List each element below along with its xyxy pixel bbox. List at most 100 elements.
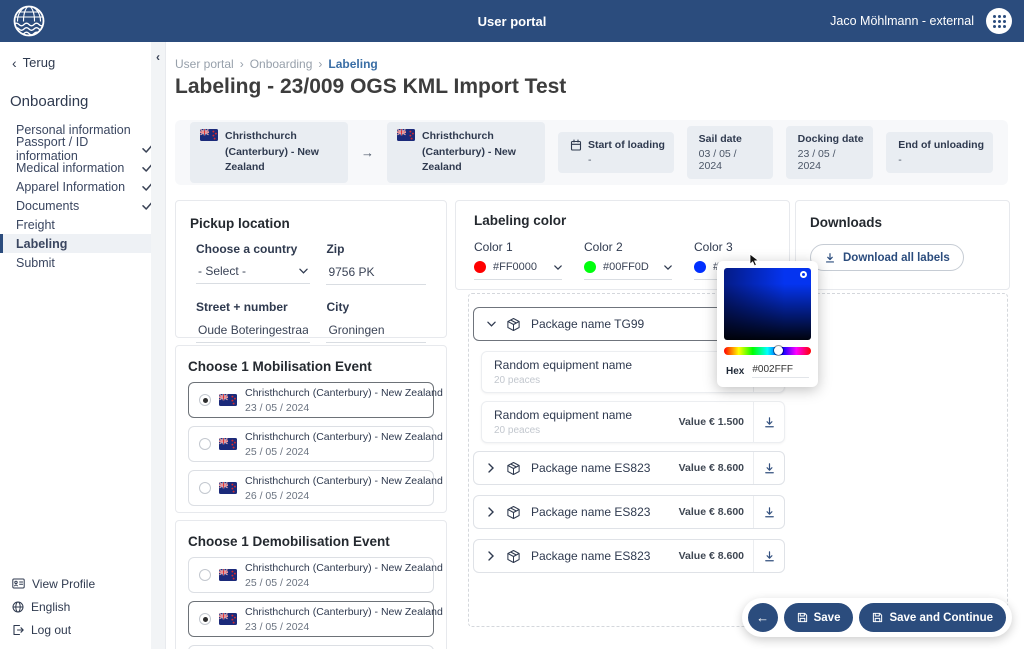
color-2-select[interactable]: #00FF0D [584,261,672,280]
color-swatch [584,261,596,273]
package-row[interactable]: Package name ES823 Value € 8.600 [473,495,785,529]
package-name: Package name ES823 [531,505,651,519]
event-date: 26 / 05 / 2024 [245,489,310,502]
pickup-location-title: Pickup location [190,216,290,231]
sidebar-item-medical-information[interactable]: Medical information [0,158,165,177]
color-1-select[interactable]: #FF0000 [474,261,562,280]
equipment-quantity: 20 peaces [494,425,541,436]
shipment-summary-bar: Christhchurch (Canterbury) - New Zealand… [175,120,1008,185]
mobilisation-option[interactable]: Christhchurch (Canterbury) - New Zealand… [188,382,443,418]
origin-label: Christhchurch (Canterbury) - New Zealand [225,129,319,174]
mobilisation-option[interactable]: Christhchurch (Canterbury) - New Zealand… [188,426,443,462]
globe-icon [12,601,24,613]
check-icon [142,163,153,172]
sidebar: ‹ ‹ Terug Onboarding Personal informatio… [0,42,166,649]
sidebar-scrollbar[interactable] [151,42,165,649]
chevron-left-icon: ‹ [12,54,17,71]
arrow-right-icon: → [360,145,374,160]
docking-date-chip: Docking date 23 / 05 / 2024 [785,126,874,179]
zip-input[interactable] [326,264,426,285]
city-field: City [326,300,426,343]
chevron-right-icon [484,507,498,517]
page-title: Labeling - 23/009 OGS KML Import Test [175,75,567,98]
sidebar-footer: View Profile English Log out [0,572,152,641]
country-select[interactable]: - Select - [196,263,311,284]
nz-flag-icon [219,482,237,494]
hex-label: Hex [726,365,745,377]
view-profile-button[interactable]: View Profile [0,572,152,595]
top-bar: User portal Jaco Möhlmann - external [0,0,1024,42]
event-location: Christhchurch (Canterbury) - New Zealand [245,430,443,443]
logout-button[interactable]: Log out [0,618,152,641]
street-field: Street + number [196,300,311,343]
arrow-left-icon: ← [756,610,770,625]
nz-flag-icon [219,394,237,406]
pickup-location-card: Pickup location Choose a country - Selec… [175,200,447,343]
saturation-gradient[interactable] [724,268,811,340]
download-label-button[interactable] [754,402,784,442]
package-row[interactable]: Package name ES823 Value € 8.600 [473,451,785,485]
sidebar-collapse-button[interactable]: ‹ [151,48,165,66]
sidebar-item-label: Medical information [16,160,125,175]
save-and-continue-button[interactable]: Save and Continue [859,603,1006,632]
download-label-button[interactable] [754,452,784,484]
city-label: City [326,300,350,314]
demobilisation-option[interactable]: Christhchurch (Canterbury) - New Zealand… [188,557,443,593]
packages-area: Package name TG99 Va Random equipment na… [468,293,1008,627]
hue-slider[interactable] [724,346,811,355]
check-icon [142,182,153,191]
profile-card-icon [12,578,25,589]
divider [753,496,754,528]
main-content: User portal › Onboarding › Labeling Labe… [166,42,1024,649]
sidebar-item-personal-information[interactable]: Personal information [0,120,165,139]
gradient-handle[interactable] [800,271,807,278]
divider [753,452,754,484]
demobilisation-option[interactable]: Christhchurch (Canterbury) - New Zealand… [188,601,443,637]
demobilisation-option[interactable]: Christhchurch (Canterbury) - New Zealand [188,645,434,649]
save-button-label: Save [813,611,841,624]
download-label-button[interactable] [754,496,784,528]
hue-handle[interactable] [774,346,784,355]
sidebar-item-documents[interactable]: Documents [0,196,165,215]
package-icon [506,505,521,520]
color-2-label: Color 2 [584,240,623,254]
chip-label: Docking date [797,133,864,145]
sidebar-item-apparel-information[interactable]: Apparel Information [0,177,165,196]
street-input[interactable] [196,322,311,343]
event-location: Christhchurch (Canterbury) - New Zealand [245,605,443,618]
chevron-right-icon [484,551,498,561]
sidebar-item-labeling[interactable]: Labeling [0,234,165,253]
hex-input[interactable] [752,364,809,378]
sidebar-item-passport-id-information[interactable]: Passport / ID information [0,135,165,163]
package-row[interactable]: Package name ES823 Value € 8.600 [473,539,785,573]
city-input[interactable] [326,322,426,343]
end-of-unloading-chip: End of unloading - [886,132,993,173]
radio-unselected [199,569,211,581]
breadcrumb-onboarding[interactable]: Onboarding [249,57,313,71]
country-selected-value: - Select - [198,264,247,278]
back-link[interactable]: ‹ Terug [0,42,120,70]
download-all-labels-button[interactable]: Download all labels [810,244,964,271]
back-button[interactable]: ← [747,603,778,632]
sidebar-item-freight[interactable]: Freight [0,215,165,234]
apps-grid-button[interactable] [986,8,1012,34]
chip-value: - [587,154,592,166]
equipment-quantity: 20 peaces [494,375,541,386]
mobilisation-option[interactable]: Christhchurch (Canterbury) - New Zealand… [188,470,443,506]
destination-label: Christhchurch (Canterbury) - New Zealand [421,129,516,174]
country-field: Choose a country - Select - [196,242,311,285]
event-date: 25 / 05 / 2024 [245,445,310,458]
grid-icon [992,14,1006,28]
language-button[interactable]: English [0,595,152,618]
sidebar-item-submit[interactable]: Submit [0,253,165,272]
download-label-button[interactable] [754,540,784,572]
event-date: 25 / 05 / 2024 [245,576,310,589]
footer-item-label: Log out [31,622,72,637]
breadcrumb-user-portal[interactable]: User portal [175,57,234,71]
save-button[interactable]: Save [783,603,854,632]
breadcrumb: User portal › Onboarding › Labeling [175,57,378,71]
chevron-left-icon: ‹ [156,50,160,64]
nz-flag-icon [200,128,218,141]
sidebar-item-label: Submit [16,255,55,270]
color-1-column: Color 1 #FF0000 [474,240,562,280]
